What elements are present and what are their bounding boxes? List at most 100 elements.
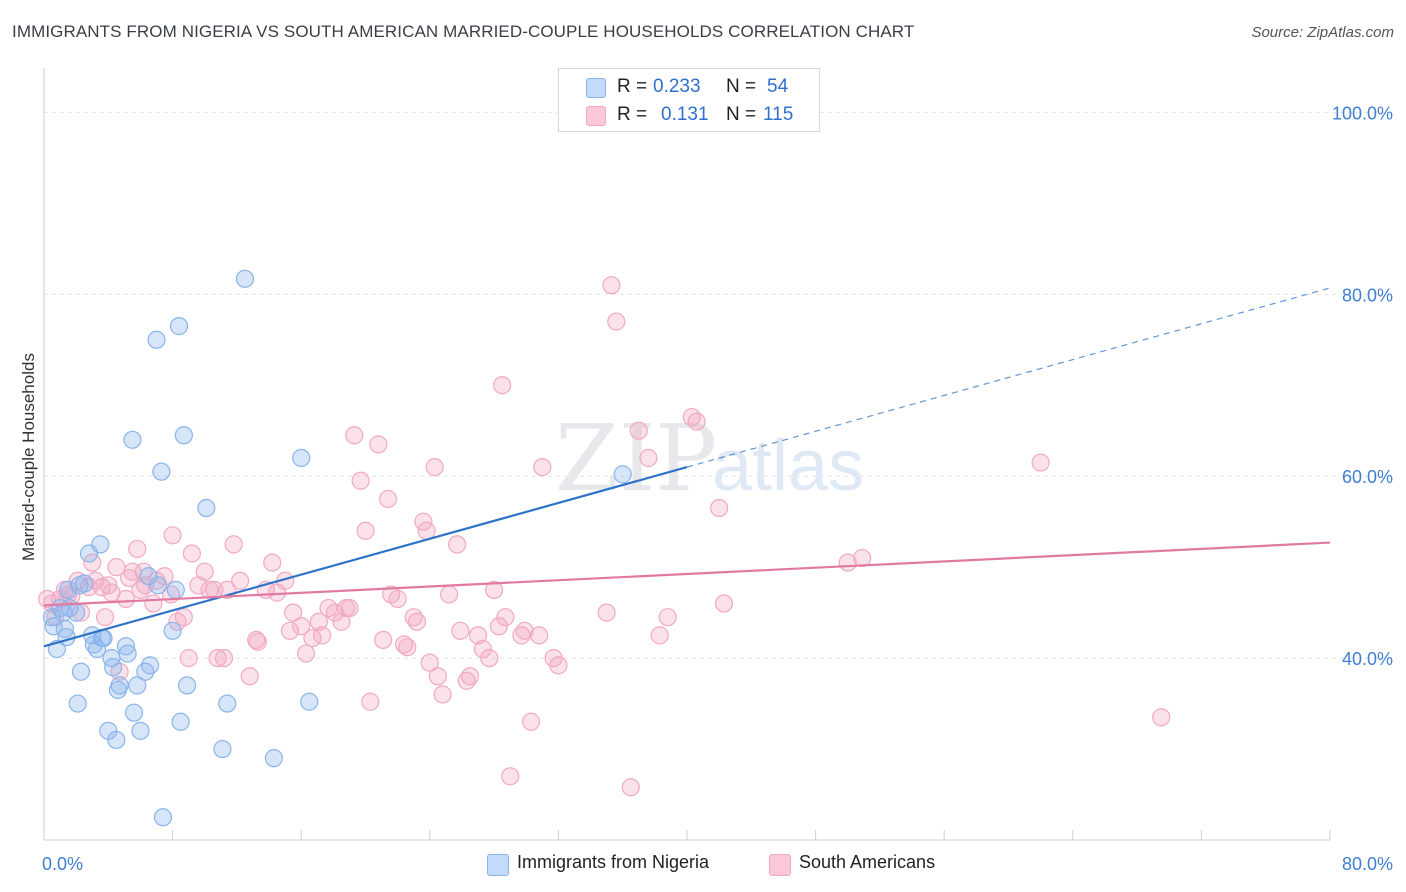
tick-labels: 40.0% 60.0% 80.0% 100.0% 0.0% 80.0% <box>42 103 1393 874</box>
point-south-americans-100 <box>549 656 568 675</box>
axes <box>43 68 1331 841</box>
point-nigeria-33 <box>139 567 158 586</box>
y-tick-label-80: 80.0% <box>1342 285 1393 305</box>
point-nigeria-36 <box>149 576 168 595</box>
point-south-americans-27 <box>155 567 174 586</box>
point-south-americans-105 <box>629 421 648 440</box>
point-south-americans-12 <box>92 578 111 597</box>
point-south-americans-76 <box>417 521 436 540</box>
point-nigeria-1 <box>44 617 63 636</box>
point-nigeria-9 <box>67 603 86 622</box>
point-south-americans-74 <box>407 612 427 631</box>
point-nigeria-34 <box>140 656 160 675</box>
point-south-americans-41 <box>224 535 243 554</box>
point-nigeria-31 <box>131 721 150 740</box>
point-south-americans-61 <box>340 598 359 618</box>
point-nigeria-46 <box>218 694 237 713</box>
point-south-americans-58 <box>325 603 345 622</box>
point-nigeria-39 <box>163 621 182 640</box>
point-south-americans-86 <box>468 626 488 645</box>
trend-line-nigeria-extension <box>686 287 1331 468</box>
point-south-americans-101 <box>597 603 616 622</box>
point-south-americans-64 <box>356 521 375 540</box>
point-nigeria-51 <box>613 465 632 484</box>
chart-source: Source: ZipAtlas.com <box>1251 24 1394 41</box>
point-nigeria-47 <box>235 269 255 288</box>
series-south-americans-points <box>38 276 1171 797</box>
y-tick-label-60: 60.0% <box>1342 467 1393 487</box>
point-south-americans-102 <box>602 276 621 295</box>
point-nigeria-16 <box>87 639 107 659</box>
y-axis-label: Married-couple Households <box>19 353 38 561</box>
point-south-americans-83 <box>451 621 470 640</box>
point-nigeria-29 <box>124 703 144 722</box>
point-south-americans-110 <box>687 412 706 431</box>
point-nigeria-40 <box>169 317 189 336</box>
correlation-legend: R = 0.233 N = 54 R = 0.131 N = 115 <box>558 68 820 132</box>
y-tick-label-100: 100.0% <box>1332 103 1393 123</box>
point-south-americans-68 <box>378 489 398 509</box>
point-nigeria-7 <box>59 580 78 599</box>
point-nigeria-48 <box>264 749 283 768</box>
point-nigeria-11 <box>71 662 91 681</box>
point-south-americans-108 <box>658 608 677 627</box>
point-south-americans-42 <box>231 571 250 590</box>
series-nigeria-points <box>42 269 632 827</box>
trend-lines <box>43 287 1331 648</box>
point-south-americans-67 <box>374 630 393 650</box>
point-south-americans-116 <box>1152 708 1171 727</box>
point-nigeria-17 <box>91 535 110 554</box>
point-south-americans-114 <box>853 548 872 568</box>
point-nigeria-28 <box>123 430 142 449</box>
point-nigeria-27 <box>118 644 137 663</box>
point-south-americans-59 <box>332 612 351 631</box>
point-south-americans-106 <box>639 448 658 468</box>
point-south-americans-104 <box>621 778 640 797</box>
point-south-americans-18 <box>116 589 136 609</box>
point-south-americans-29 <box>163 526 182 545</box>
bottom-legend-swatch-south-americans <box>769 854 791 876</box>
chart-title: IMMIGRANTS FROM NIGERIA VS SOUTH AMERICA… <box>12 22 915 41</box>
point-south-americans-32 <box>179 648 198 668</box>
point-nigeria-35 <box>147 330 166 349</box>
point-south-americans-79 <box>428 667 447 686</box>
point-south-americans-77 <box>420 653 439 672</box>
point-nigeria-49 <box>292 448 311 468</box>
legend-row-nigeria: R = 0.233 N = 54 <box>559 73 819 101</box>
x-tick-label-max: 80.0% <box>1342 854 1393 874</box>
point-south-americans-35 <box>195 562 214 581</box>
trend-line-nigeria <box>43 466 688 648</box>
point-nigeria-38 <box>153 808 173 827</box>
legend-row-south-americans: R = 0.131 N = 115 <box>559 101 819 129</box>
point-south-americans-56 <box>312 626 332 645</box>
point-south-americans-78 <box>425 457 444 477</box>
point-south-americans-95 <box>515 621 534 640</box>
y-tick-label-40: 40.0% <box>1342 649 1393 669</box>
point-south-americans-93 <box>501 767 520 786</box>
point-south-americans-66 <box>369 435 388 454</box>
bottom-legend-label-nigeria: Immigrants from Nigeria <box>517 852 710 872</box>
point-south-americans-85 <box>460 667 480 686</box>
point-nigeria-41 <box>171 712 190 731</box>
legend-r-value-south-americans: 0.131 <box>661 104 709 125</box>
point-south-americans-53 <box>296 644 316 663</box>
point-south-americans-71 <box>394 635 414 654</box>
legend-r-label: R = <box>617 104 648 125</box>
point-south-americans-107 <box>650 626 669 645</box>
point-south-americans-88 <box>480 648 499 668</box>
point-south-americans-80 <box>433 685 452 704</box>
point-nigeria-25 <box>110 676 129 695</box>
legend-n-label: N = <box>726 76 757 97</box>
point-south-americans-92 <box>493 376 512 395</box>
grid-lines <box>44 111 1392 659</box>
point-south-americans-72 <box>398 638 417 657</box>
point-south-americans-81 <box>439 585 459 604</box>
bottom-legend-swatch-nigeria <box>487 854 509 876</box>
point-nigeria-43 <box>177 676 197 695</box>
point-south-americans-115 <box>1031 453 1050 472</box>
watermark-atlas: atlas <box>712 426 864 506</box>
point-south-americans-25 <box>144 594 163 613</box>
point-south-americans-50 <box>280 621 300 640</box>
point-south-americans-103 <box>607 312 626 331</box>
point-south-americans-52 <box>292 617 311 636</box>
